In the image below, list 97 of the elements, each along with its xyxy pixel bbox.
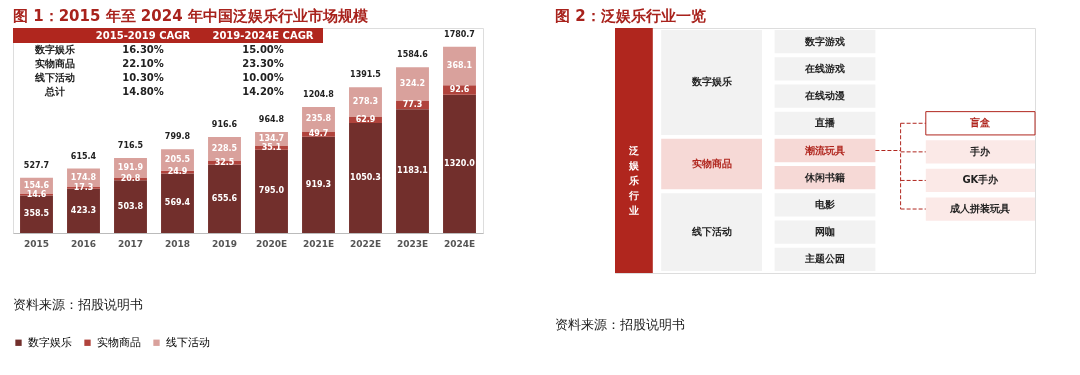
text: 2015-2019 CAGR	[95, 30, 191, 41]
bar	[443, 94, 476, 233]
data-label: 49.7	[308, 129, 329, 139]
text: 网咖	[815, 226, 835, 238]
text: 资料来源：招股说明书	[13, 297, 143, 312]
bar	[255, 149, 288, 233]
x-tick-label: 2024E	[443, 238, 476, 249]
bar	[208, 164, 241, 233]
total-label: 1584.6	[397, 50, 429, 60]
data-label: 92.6	[449, 85, 470, 95]
data-label: 191.9	[117, 163, 144, 173]
total-label: 1780.7	[444, 29, 475, 39]
data-label: 17.3	[73, 182, 94, 192]
text: 休闲书籍	[804, 171, 845, 183]
data-label: 228.5	[211, 144, 238, 154]
bar	[396, 109, 429, 233]
data-label: 77.3	[402, 100, 423, 110]
data-label: 24.9	[167, 167, 188, 177]
annotation: 数字娱乐	[34, 44, 75, 55]
total-label: 1391.5	[350, 70, 382, 80]
legend-label: 实物商品	[97, 335, 141, 349]
data-label: 174.8	[70, 172, 97, 182]
text: 数字娱乐	[690, 76, 732, 88]
data-label: 1183.1	[397, 166, 429, 176]
data-label: 324.2	[399, 79, 426, 89]
text: 数字游戏	[804, 35, 845, 47]
x-tick-label: 2018	[164, 238, 191, 249]
data-label: 205.5	[164, 155, 191, 165]
annotation: 16.30%	[122, 44, 164, 55]
data-label: 795.0	[258, 186, 285, 196]
x-tick-label: 2016	[70, 238, 97, 249]
annotation: 线下活动	[34, 72, 75, 83]
chart-title: 图 1：2015 年至 2024 年中国泛娱乐行业市场规模	[13, 7, 369, 25]
bar	[161, 173, 194, 233]
total-label: 527.7	[23, 160, 50, 170]
data-label: 423.3	[70, 205, 97, 215]
annotation: 14.80%	[122, 86, 164, 97]
text: 资料来源：招股说明书	[555, 317, 685, 332]
text: 直播	[814, 117, 836, 129]
x-tick-label: 2020E	[255, 238, 288, 249]
annotation: 10.30%	[122, 72, 164, 83]
x-tick-label: 2017	[117, 238, 144, 249]
text: 在线动漫	[804, 90, 845, 102]
bar	[114, 180, 147, 233]
total-label: 716.5	[117, 141, 144, 151]
total-label: 799.8	[164, 132, 191, 142]
data-label: 35.1	[261, 142, 282, 152]
total-label: 964.8	[258, 115, 285, 125]
legend-label: 数字娱乐	[28, 335, 72, 349]
data-label: 14.6	[26, 189, 47, 199]
bar	[349, 123, 382, 233]
text: 线下活动	[690, 226, 732, 238]
data-label: 919.3	[305, 179, 332, 189]
x-tick-label: 2022E	[349, 238, 382, 249]
total-label: 1204.8	[303, 89, 335, 99]
data-label: 569.4	[164, 198, 191, 208]
x-tick-label: 2015	[23, 238, 50, 249]
data-label: 32.5	[214, 157, 235, 167]
total-label: 615.4	[70, 151, 97, 161]
text: 在线游戏	[804, 62, 845, 74]
annotation: 14.20%	[242, 86, 284, 97]
data-label: 134.7	[258, 134, 285, 144]
x-tick-label: 2021E	[302, 238, 335, 249]
x-tick-label: 2019	[211, 238, 238, 249]
annotation: 实物商品	[35, 58, 75, 69]
x-tick-label: 2023E	[396, 238, 429, 249]
data-label: 1320.0	[444, 158, 476, 168]
text: 主题公园	[804, 253, 845, 265]
text: 手办	[969, 145, 992, 157]
text: 潮流玩具	[804, 144, 845, 156]
data-label: 655.6	[211, 193, 238, 203]
text: 图 2：泛娱乐行业一览	[555, 7, 706, 25]
data-label: 1050.3	[350, 173, 381, 183]
text: 盲盒	[969, 117, 991, 129]
data-label: 368.1	[446, 60, 473, 70]
data-label: 154.6	[23, 180, 50, 190]
total-label: 916.6	[211, 120, 238, 130]
data-label: 62.9	[355, 114, 376, 124]
data-label: 20.8	[120, 174, 141, 184]
legend-label: 线下活动	[166, 335, 210, 349]
bar	[67, 188, 100, 233]
annotation: 总计	[44, 86, 65, 97]
annotation: 10.00%	[242, 72, 284, 83]
bar	[302, 136, 335, 233]
text: 泛娱乐行业	[627, 144, 640, 216]
text: 电影	[815, 198, 835, 210]
annotation: 15.00%	[242, 44, 284, 55]
data-label: 503.8	[117, 201, 144, 211]
text: GK手办	[962, 174, 1000, 186]
data-label: 278.3	[352, 96, 379, 106]
text: 2019-2024E CAGR	[212, 30, 314, 41]
text: 成人拼装玩具	[949, 203, 1011, 215]
data-label: 358.5	[23, 209, 50, 219]
text: 实物商品	[691, 158, 732, 170]
data-label: 235.8	[305, 114, 332, 124]
annotation: 22.10%	[122, 58, 164, 69]
annotation: 23.30%	[242, 58, 284, 69]
